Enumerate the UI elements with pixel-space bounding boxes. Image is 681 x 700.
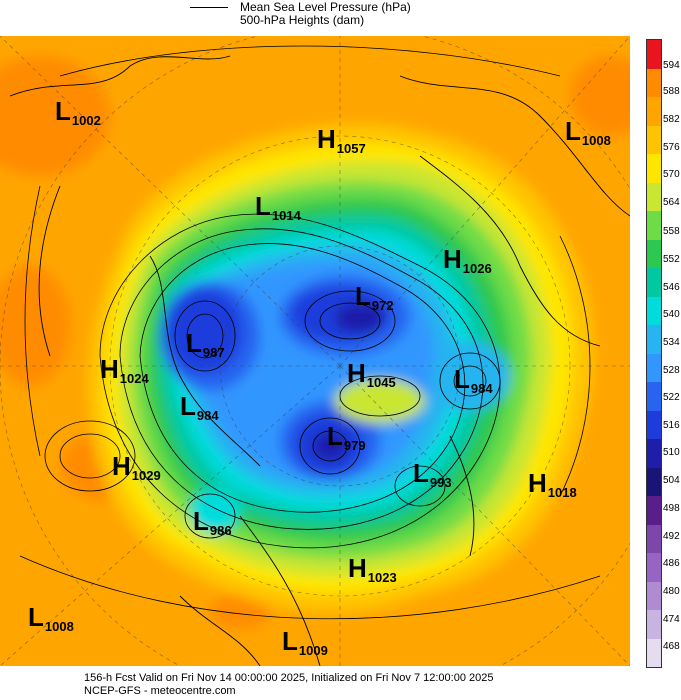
pressure-center-low: L1002 (55, 96, 101, 128)
colorbar-tick-label: 522 (663, 392, 680, 403)
isobars (19, 45, 601, 620)
pressure-center-low: L1008 (565, 116, 611, 148)
pressure-center-low: L1008 (28, 602, 74, 634)
pressure-center-high: H1026 (443, 244, 492, 276)
pressure-center-low: L984 (454, 364, 493, 396)
pressure-center-low: L979 (327, 421, 366, 453)
pressure-center-high: H1045 (347, 358, 396, 390)
pressure-center-low: L984 (180, 391, 219, 423)
colorbar-swatch (647, 211, 661, 240)
legend-heights-label: 500-hPa Heights (dam) (240, 13, 365, 27)
colorbar-swatch (647, 353, 661, 382)
pressure-center-low: L1009 (282, 626, 328, 658)
colorbar-tick-label: 516 (663, 420, 680, 431)
pressure-center-high: H1023 (348, 553, 397, 585)
colorbar-swatch (647, 296, 661, 325)
colorbar-swatch (647, 268, 661, 297)
colorbar-swatch (647, 154, 661, 183)
colorbar-tick-label: 492 (663, 531, 680, 542)
colorbar-swatch (647, 410, 661, 439)
colorbar-tick-label: 588 (663, 86, 680, 97)
colorbar-tick-label: 582 (663, 114, 680, 125)
pressure-center-high: H1024 (100, 354, 149, 386)
pressure-center-low: L987 (186, 328, 225, 360)
colorbar-swatch (647, 524, 661, 553)
legend-mslp-label: Mean Sea Level Pressure (hPa) (240, 0, 411, 14)
pressure-center-low: L993 (413, 458, 452, 490)
forecast-map: L1002 H1057 L1008 L1014 H1026 L972 L987 … (0, 36, 630, 666)
colorbar-tick-label: 564 (663, 197, 680, 208)
colorbar-tick-label: 510 (663, 447, 680, 458)
pressure-center-low: L1014 (255, 191, 301, 223)
height-colorbar (646, 39, 662, 668)
colorbar-swatch (647, 239, 661, 268)
colorbar-swatch (647, 125, 661, 154)
forecast-footer: 156-h Fcst Valid on Fri Nov 14 00:00:00 … (84, 672, 494, 698)
pressure-center-high: H1057 (317, 124, 366, 156)
legend-line-symbol (190, 7, 228, 8)
colorbar-tick-label: 546 (663, 282, 680, 293)
height-shading (0, 56, 630, 629)
colorbar-tick-label: 540 (663, 309, 680, 320)
colorbar-swatch (647, 382, 661, 411)
colorbar-swatch (647, 325, 661, 354)
pressure-center-high: H1018 (528, 468, 577, 500)
colorbar-tick-label: 558 (663, 226, 680, 237)
source-credit: NCEP-GFS - meteocentre.com (84, 685, 236, 697)
pressure-center-high: H1029 (112, 451, 161, 483)
map-legend: Mean Sea Level Pressure (hPa) 500-hPa He… (190, 0, 490, 30)
colorbar-tick-label: 552 (663, 254, 680, 265)
colorbar-tick-label: 570 (663, 169, 680, 180)
pressure-center-low: L986 (193, 506, 232, 538)
colorbar-swatch (647, 610, 661, 639)
colorbar-tick-label: 594 (663, 60, 680, 71)
colorbar-swatch (647, 581, 661, 610)
pressure-center-low: L972 (355, 281, 394, 313)
colorbar-tick-label: 486 (663, 558, 680, 569)
colorbar-tick-label: 576 (663, 142, 680, 153)
colorbar-swatch (647, 496, 661, 525)
colorbar-tick-label: 480 (663, 586, 680, 597)
colorbar-tick-label: 498 (663, 503, 680, 514)
colorbar-tick-label: 504 (663, 475, 680, 486)
colorbar-swatch (647, 68, 661, 97)
colorbar-swatch (647, 638, 661, 667)
height-field-map (0, 36, 630, 666)
colorbar-swatch (647, 439, 661, 468)
colorbar-swatch (647, 467, 661, 496)
colorbar-swatch (647, 553, 661, 582)
colorbar-tick-label: 528 (663, 365, 680, 376)
colorbar-swatch (647, 97, 661, 126)
colorbar-tick-label: 468 (663, 641, 680, 652)
coastlines (9, 55, 630, 666)
forecast-valid-time: 156-h Fcst Valid on Fri Nov 14 00:00:00 … (84, 672, 494, 684)
colorbar-tick-label: 534 (663, 337, 680, 348)
colorbar-tick-label: 474 (663, 614, 680, 625)
colorbar-swatch (647, 40, 661, 69)
colorbar-swatch (647, 182, 661, 211)
